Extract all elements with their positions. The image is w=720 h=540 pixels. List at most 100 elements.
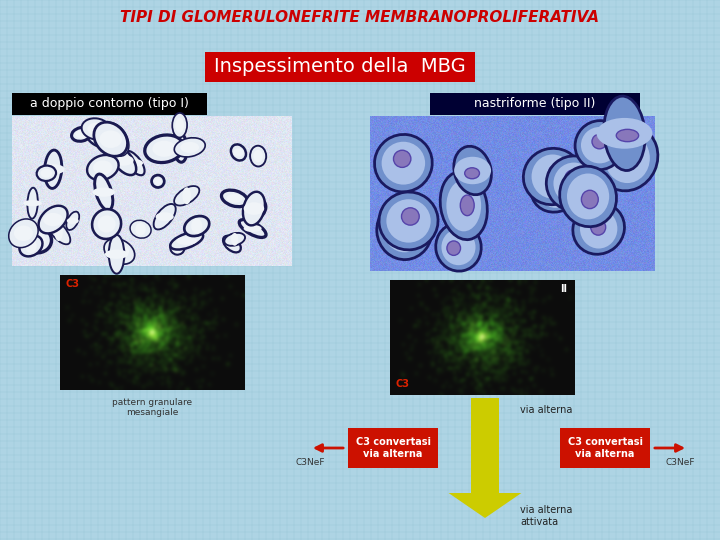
Ellipse shape (102, 123, 129, 156)
Text: C3 convertasi
via alterna: C3 convertasi via alterna (567, 437, 642, 459)
Text: via alterna
attivata: via alterna attivata (520, 505, 572, 526)
Ellipse shape (14, 226, 33, 241)
Ellipse shape (387, 199, 431, 242)
Ellipse shape (92, 131, 111, 143)
Ellipse shape (565, 170, 581, 187)
Ellipse shape (581, 190, 598, 208)
Ellipse shape (19, 235, 42, 256)
Ellipse shape (174, 186, 199, 206)
Ellipse shape (153, 140, 176, 157)
Ellipse shape (605, 133, 650, 183)
Text: C3: C3 (66, 279, 80, 289)
Text: via alterna: via alterna (520, 405, 572, 415)
Text: C3 convertasi
via alterna: C3 convertasi via alterna (356, 437, 431, 459)
Ellipse shape (447, 241, 461, 255)
Ellipse shape (23, 200, 42, 206)
Ellipse shape (567, 173, 609, 219)
Ellipse shape (67, 218, 78, 224)
Ellipse shape (86, 126, 116, 148)
Ellipse shape (616, 130, 639, 141)
Ellipse shape (76, 130, 88, 138)
Ellipse shape (156, 212, 174, 221)
Ellipse shape (243, 202, 264, 215)
Ellipse shape (531, 166, 580, 212)
Text: TIPI DI GLOMERULONEFRITE MEMBRANOPROLIFERATIVA: TIPI DI GLOMERULONEFRITE MEMBRANOPROLIFE… (120, 10, 600, 25)
Ellipse shape (225, 240, 238, 248)
Ellipse shape (231, 233, 238, 246)
Ellipse shape (23, 227, 52, 253)
Ellipse shape (604, 96, 645, 171)
Ellipse shape (246, 199, 266, 219)
Ellipse shape (39, 206, 68, 233)
Text: a doppio contorno (tipo I): a doppio contorno (tipo I) (30, 98, 189, 111)
Text: C3NeF: C3NeF (295, 458, 325, 467)
Ellipse shape (9, 219, 38, 248)
Text: C3: C3 (396, 379, 410, 389)
Text: pattern granulare: pattern granulare (112, 398, 192, 407)
Ellipse shape (176, 237, 197, 245)
Ellipse shape (554, 163, 595, 204)
Ellipse shape (460, 195, 474, 215)
Ellipse shape (377, 201, 432, 260)
Ellipse shape (394, 150, 411, 167)
Ellipse shape (81, 118, 110, 140)
Ellipse shape (592, 134, 607, 149)
Ellipse shape (45, 150, 62, 188)
Text: Inspessimento della  MBG: Inspessimento della MBG (214, 57, 466, 77)
Ellipse shape (109, 245, 129, 258)
Ellipse shape (384, 208, 426, 252)
Ellipse shape (29, 232, 46, 248)
FancyBboxPatch shape (205, 52, 475, 82)
Text: II: II (560, 284, 567, 294)
Ellipse shape (87, 155, 119, 180)
Ellipse shape (172, 113, 187, 138)
Ellipse shape (250, 146, 266, 166)
Ellipse shape (151, 175, 164, 187)
Ellipse shape (549, 180, 562, 195)
Ellipse shape (397, 221, 413, 239)
Ellipse shape (182, 187, 191, 204)
Ellipse shape (104, 132, 126, 147)
Ellipse shape (539, 171, 572, 208)
Ellipse shape (37, 166, 56, 181)
Ellipse shape (112, 155, 134, 166)
Ellipse shape (173, 131, 187, 162)
Ellipse shape (580, 209, 617, 248)
Ellipse shape (105, 249, 128, 259)
Ellipse shape (170, 232, 203, 249)
Ellipse shape (546, 156, 602, 211)
Ellipse shape (191, 218, 202, 234)
Text: mesangiale: mesangiale (126, 408, 179, 417)
Ellipse shape (173, 243, 181, 252)
Ellipse shape (47, 219, 71, 244)
Ellipse shape (464, 168, 480, 179)
Ellipse shape (25, 239, 37, 253)
Ellipse shape (94, 174, 113, 210)
Ellipse shape (174, 138, 205, 157)
Ellipse shape (243, 225, 261, 232)
Ellipse shape (130, 220, 151, 238)
FancyBboxPatch shape (471, 398, 499, 493)
Ellipse shape (402, 208, 419, 225)
Ellipse shape (40, 168, 52, 178)
Ellipse shape (93, 160, 112, 175)
Ellipse shape (581, 127, 618, 164)
FancyBboxPatch shape (348, 428, 438, 468)
Ellipse shape (175, 118, 184, 133)
Ellipse shape (99, 131, 122, 148)
Ellipse shape (94, 122, 127, 156)
Ellipse shape (184, 216, 210, 236)
Ellipse shape (374, 134, 432, 192)
Text: nastriforme (tipo II): nastriforme (tipo II) (474, 98, 595, 111)
Ellipse shape (440, 172, 487, 240)
Ellipse shape (573, 203, 624, 254)
Ellipse shape (71, 127, 91, 141)
FancyBboxPatch shape (430, 93, 640, 115)
Ellipse shape (441, 229, 475, 265)
Ellipse shape (87, 123, 105, 135)
Ellipse shape (618, 151, 636, 171)
Ellipse shape (176, 138, 184, 156)
Ellipse shape (92, 209, 121, 239)
Ellipse shape (97, 215, 116, 233)
Ellipse shape (170, 240, 185, 255)
